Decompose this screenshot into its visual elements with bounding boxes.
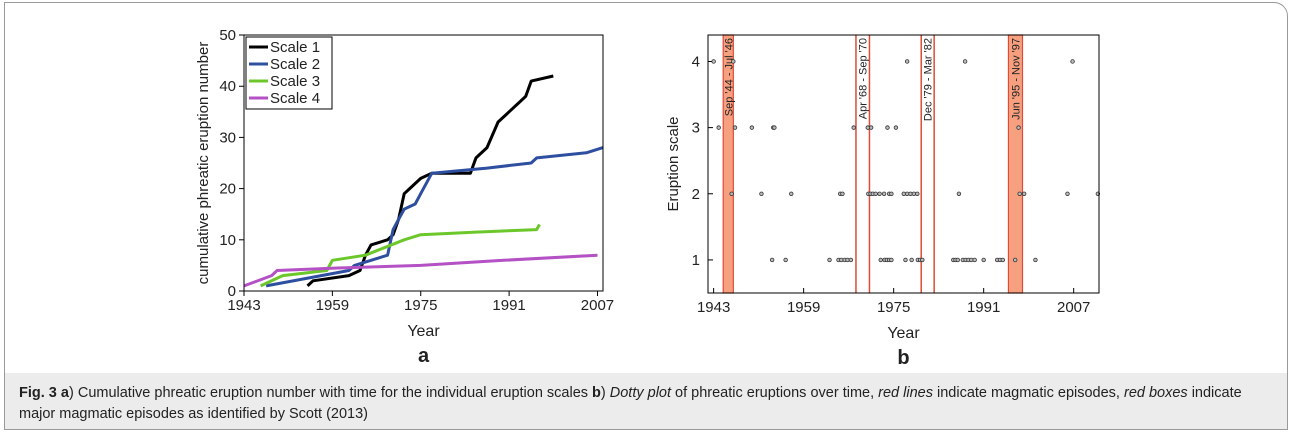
eruption-dot (840, 191, 845, 196)
eruption-dot (729, 191, 734, 196)
eruption-dot (889, 191, 894, 196)
caption: Fig. 3 a) Cumulative phreatic eruption n… (5, 373, 1287, 429)
eruption-dot (873, 191, 878, 196)
figure: 1943 1959 1975 1991 2007 0 10 20 30 40 50 Year cumul… (4, 2, 1288, 430)
eruption-dot (878, 257, 883, 263)
panel-label: b (897, 347, 909, 369)
eruption-dot (711, 59, 716, 64)
caption-text: Fig. 3 (19, 385, 61, 401)
panel-label: a (418, 345, 430, 367)
x-axis-label: Year (887, 325, 920, 342)
eruption-dot (909, 257, 914, 263)
axes-frame (707, 34, 1100, 294)
eruption-dot (877, 191, 882, 196)
x-tick-label: 1975 (877, 299, 910, 316)
eruption-dot (868, 125, 874, 130)
x-tick-label: 1943 (697, 299, 730, 316)
eruption-dot (789, 191, 794, 196)
eruption-dot (920, 257, 925, 263)
x-tick-label: 1959 (787, 299, 820, 316)
eruption-dot (956, 191, 962, 196)
legend-label: Scale 4 (270, 90, 320, 107)
x-tick-label: 1975 (404, 297, 437, 314)
axes-frame (243, 34, 604, 292)
legend-label: Scale 2 (270, 56, 320, 73)
y-tick-label: 1 (692, 252, 700, 269)
eruption-dot (827, 257, 832, 263)
eruption-dot (759, 191, 764, 196)
y-tick-label: 20 (219, 181, 236, 198)
caption-text: red lines (878, 385, 933, 401)
caption-text: ) Cumulative phreatic eruption number wi… (68, 385, 593, 401)
eruption-dot (915, 191, 920, 196)
eruption-dot (732, 125, 738, 130)
y-axis-label: Eruption scale (665, 116, 682, 211)
x-tick-label: 2007 (581, 297, 614, 314)
eruption-dot (731, 59, 736, 64)
eruption-dot (1021, 191, 1027, 196)
episode-label: Sep '44 - Jul '46 (723, 38, 735, 116)
eruption-dot (903, 257, 908, 263)
x-axis-label: Year (407, 323, 440, 340)
eruption-dot (904, 59, 910, 64)
eruption-dot (716, 125, 721, 130)
x-tick-label: 2007 (1057, 299, 1090, 316)
x-tick-label: 1943 (227, 297, 260, 314)
caption-text: ) (600, 385, 610, 401)
eruption-dot (1000, 257, 1005, 263)
charts: 1943 1959 1975 1991 2007 0 10 20 30 40 50 Year cumul… (195, 27, 1101, 369)
eruption-dot (783, 257, 788, 263)
y-tick-label: 30 (219, 129, 236, 146)
eruption-dot (1070, 59, 1075, 64)
x-tick-label: 1991 (967, 299, 1000, 316)
series-line (265, 146, 604, 288)
y-axis-label: cumulative phreatic eruption number (195, 42, 212, 285)
legend-label: Scale 1 (270, 39, 320, 56)
eruption-dot (1033, 257, 1038, 263)
y-tick-label: 10 (219, 232, 236, 249)
eruption-dot (772, 125, 777, 130)
eruption-dot (769, 257, 775, 263)
caption-text: red boxes (1123, 385, 1188, 401)
x-tick-label: 1959 (316, 297, 349, 314)
series-line (306, 74, 554, 287)
episode-label: Apr '68 - Sep '70 (858, 38, 870, 119)
eruption-dot (1012, 257, 1018, 263)
series-line (243, 253, 598, 288)
legend-label: Scale 3 (270, 73, 320, 90)
caption-text: of phreatic eruptions over time, (671, 385, 879, 401)
caption-text: indicate major magmatic episodes as iden… (19, 385, 1242, 422)
y-tick-label: 2 (692, 186, 700, 203)
series-line (259, 223, 541, 288)
caption-text: Dotty plot (609, 385, 672, 401)
caption-text: b (592, 385, 601, 401)
eruption-dot (962, 59, 968, 64)
y-tick-label: 50 (219, 27, 236, 44)
eruption-dot (893, 125, 899, 130)
eruption-dot (955, 257, 960, 263)
episode-label: Jun '95 - Nov '97 (1010, 38, 1022, 120)
eruption-dot (981, 257, 986, 263)
x-tick-label: 1991 (492, 297, 525, 314)
eruption-dot (889, 257, 894, 263)
eruption-dot (848, 257, 854, 263)
eruption-dot (972, 257, 977, 263)
y-tick-label: 3 (692, 120, 700, 137)
eruption-dot (1065, 191, 1070, 196)
eruption-dot (851, 125, 856, 130)
eruption-dot (1017, 191, 1022, 196)
eruption-dot (1016, 125, 1021, 130)
episode-label: Dec '79 - Mar '82 (923, 38, 935, 121)
caption-text: a (60, 385, 69, 401)
eruption-dot (749, 125, 755, 130)
y-tick-label: 4 (692, 53, 700, 70)
eruption-dot (881, 191, 887, 196)
y-tick-label: 0 (228, 283, 236, 300)
caption-text: indicate magmatic episodes, (932, 385, 1124, 401)
eruption-dot (885, 125, 890, 130)
y-tick-label: 40 (219, 78, 236, 95)
